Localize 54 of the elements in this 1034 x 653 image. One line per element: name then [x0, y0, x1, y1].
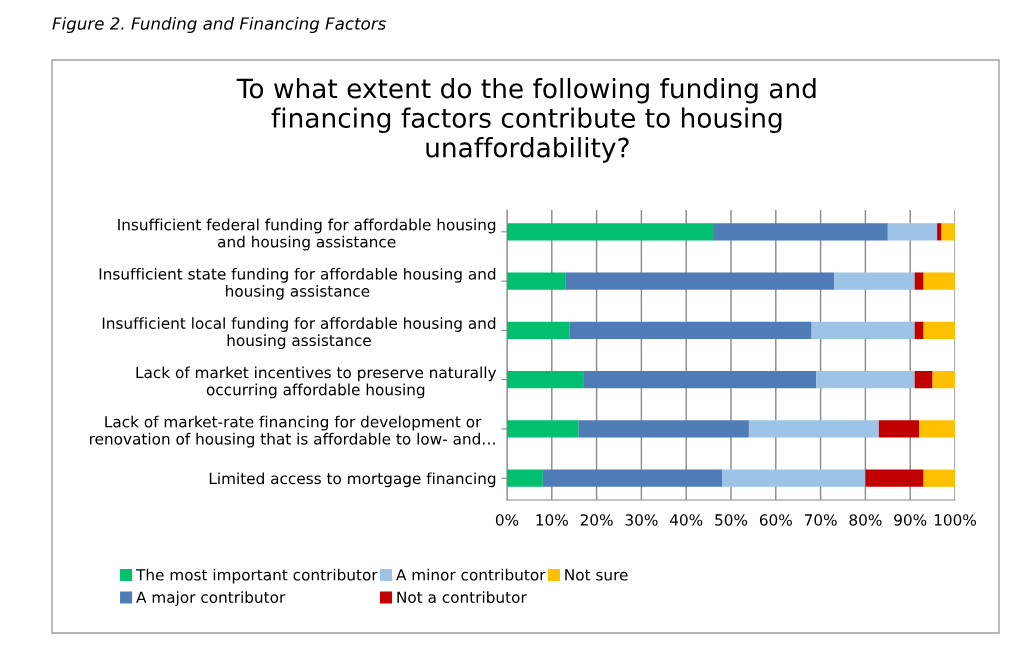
bar — [941, 223, 955, 241]
y-tick-label: Insufficient local funding for affordable housing and housing assistance — [102, 317, 496, 350]
legend-label: A major contributor — [136, 591, 286, 606]
bar — [919, 420, 955, 438]
bar — [583, 371, 817, 389]
bar — [811, 321, 915, 339]
x-tick-label: 60% — [759, 514, 792, 526]
bar — [507, 371, 584, 389]
bar — [937, 223, 942, 241]
bar — [914, 321, 924, 339]
bar — [578, 420, 749, 438]
bar — [542, 469, 723, 487]
bar — [923, 272, 955, 290]
legend-label: Not a contributor — [397, 591, 527, 603]
bar — [748, 420, 879, 438]
legend-label: A minor contributor — [396, 568, 546, 581]
bar — [878, 420, 920, 438]
bar — [932, 371, 955, 389]
x-tick-label: 90% — [894, 514, 927, 526]
bar — [834, 272, 915, 290]
y-tick-label: Lack of market incentives to preserve naturally occurring affordable housing — [136, 366, 497, 399]
bar — [507, 469, 543, 487]
bar — [865, 469, 924, 487]
bar — [565, 272, 835, 290]
bar — [914, 272, 924, 290]
x-tick-label: 80% — [849, 514, 882, 526]
x-tick-label: 40% — [669, 514, 703, 526]
x-tick-label: 0% — [495, 514, 519, 526]
y-tick-label: Lack of market-rate financing for development or renovation of housing that is affordable to low- and… — [90, 415, 495, 448]
bar — [816, 371, 915, 389]
legend-label: The most important contributor — [135, 568, 378, 584]
bar — [722, 469, 866, 487]
x-tick-label: 30% — [625, 514, 658, 526]
chart-title: To what extent do the following funding and financing factors contribute to housing unaffordability? — [236, 78, 816, 163]
bar — [923, 321, 955, 339]
caption: Figure 2. Funding and Financing Factors — [52, 16, 386, 34]
bar — [569, 321, 812, 339]
x-tick-label: 100% — [934, 514, 976, 526]
x-tick-label: 10% — [536, 514, 568, 526]
legend-label: Not sure — [565, 569, 628, 581]
bar — [507, 321, 570, 339]
bar — [507, 223, 714, 241]
bar — [713, 223, 888, 241]
y-tick-label: Limited access to mortgage financing — [209, 472, 496, 488]
bar — [507, 420, 579, 438]
bar — [914, 371, 933, 389]
bar — [923, 469, 955, 487]
x-tick-label: 20% — [580, 514, 613, 526]
bar — [887, 223, 938, 241]
bar — [507, 272, 566, 290]
y-tick-label: Insufficient state funding for affordable housing and housing assistance — [99, 267, 496, 300]
x-tick-label: 70% — [804, 514, 837, 526]
x-tick-label: 50% — [715, 514, 748, 526]
y-tick-label: Insufficient federal funding for affordable housing and housing assistance — [118, 218, 496, 251]
